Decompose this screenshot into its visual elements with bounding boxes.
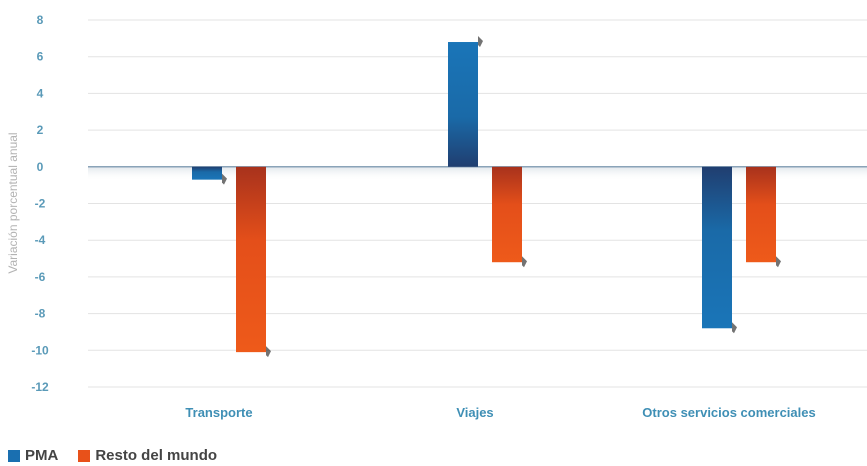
x-category-label: Transporte [185,405,252,420]
y-tick-label: -10 [31,343,49,357]
x-axis-categories: Transporte Viajes Otros servicios comercia… [185,405,815,420]
bar-shadow [732,322,737,334]
bars [192,42,776,353]
bar-resto-del-mundo-0 [236,166,266,353]
y-tick-label: -2 [35,197,46,211]
bar-shadow [222,173,227,185]
y-axis-ticks: 8 6 4 2 0 -2 -4 -6 -8 -10 -12 [31,13,49,394]
y-tick-label: 6 [37,50,44,64]
x-category-label: Otros servicios comerciales [642,405,815,420]
y-axis-title: Variación porcentual anual [6,132,20,273]
bar-pma-1 [448,42,478,167]
legend-swatch-pma [8,449,20,462]
y-tick-label: -8 [35,307,46,321]
legend-label-resto-del-mundo: Resto del mundo [95,447,218,464]
bar-shadow [266,346,271,358]
zero-line-shade [88,166,867,181]
y-tick-label: -4 [35,233,46,247]
legend-item-resto-del-mundo: Resto del mundo [78,447,217,464]
bar-shadow [776,256,781,268]
y-tick-label: 2 [37,123,44,137]
legend-swatch-resto-del-mundo [78,449,91,462]
legend-label-pma: PMA [25,447,59,464]
bar-shadow [478,36,483,48]
x-category-label: Viajes [456,405,493,420]
y-tick-label: 4 [37,86,44,100]
bar-resto-del-mundo-2 [746,166,776,263]
bar-resto-del-mundo-1 [492,166,522,263]
y-tick-label: 8 [37,13,44,27]
bar-pma-2 [702,166,732,329]
y-tick-label: -12 [31,380,49,394]
bar-shadows [222,36,781,358]
y-tick-label: -6 [35,270,46,284]
y-tick-label: 0 [37,160,44,174]
legend: PMA Resto del mundo [8,447,217,464]
bar-shadow [522,256,527,268]
bar-pma-0 [192,166,222,180]
legend-item-pma: PMA [8,447,58,464]
bar-chart: 8 6 4 2 0 -2 -4 -6 -8 -10 -12 Transporte Viajes Otro… [6,13,867,420]
